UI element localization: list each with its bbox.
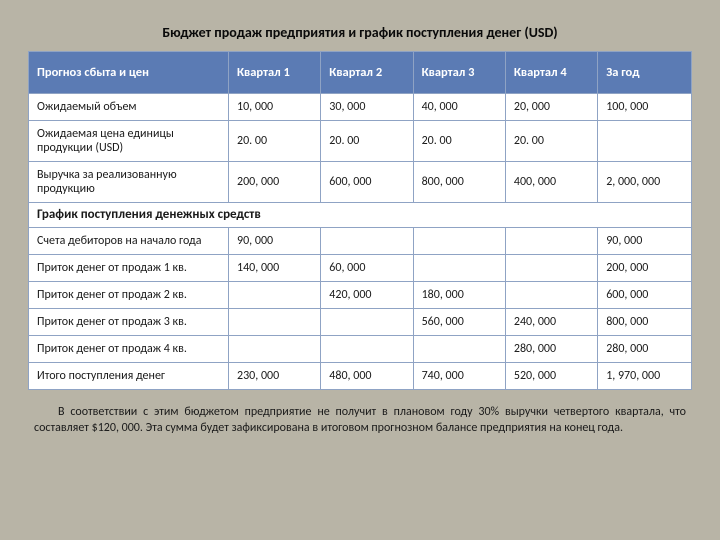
- cell: 400, 000: [505, 162, 597, 203]
- table-row: Приток денег от продаж 3 кв. 560, 000 24…: [29, 308, 692, 335]
- page-title: Бюджет продаж предприятия и график посту…: [28, 24, 692, 41]
- row-label: Приток денег от продаж 4 кв.: [29, 335, 229, 362]
- cell: 280, 000: [505, 335, 597, 362]
- cell: 420, 000: [321, 281, 413, 308]
- header-cell: Квартал 3: [413, 52, 505, 94]
- cell: 800, 000: [413, 162, 505, 203]
- footnote-text: В соответствии с этим бюджетом предприят…: [34, 404, 686, 436]
- cell: 280, 000: [598, 335, 692, 362]
- header-cell: Квартал 2: [321, 52, 413, 94]
- cell: 480, 000: [321, 362, 413, 389]
- cell: 20. 00: [505, 121, 597, 162]
- row-label: Выручка за реализованную продукцию: [29, 162, 229, 203]
- header-cell: Прогноз сбыта и цен: [29, 52, 229, 94]
- table-row: Ожидаемый объем 10, 000 30, 000 40, 000 …: [29, 94, 692, 121]
- cell: 40, 000: [413, 94, 505, 121]
- table-row: Приток денег от продаж 2 кв. 420, 000 18…: [29, 281, 692, 308]
- cell: 600, 000: [598, 281, 692, 308]
- table-row: Выручка за реализованную продукцию 200, …: [29, 162, 692, 203]
- section-title: График поступления денежных средств: [29, 203, 692, 228]
- cell: [505, 254, 597, 281]
- cell: 560, 000: [413, 308, 505, 335]
- cell: [505, 227, 597, 254]
- cell: 30, 000: [321, 94, 413, 121]
- cell: [229, 281, 321, 308]
- cell: 100, 000: [598, 94, 692, 121]
- cell: 20. 00: [321, 121, 413, 162]
- row-label: Итого поступления денег: [29, 362, 229, 389]
- cell: 10, 000: [229, 94, 321, 121]
- row-label: Ожидаемая цена единицы продукции (USD): [29, 121, 229, 162]
- cell: [321, 335, 413, 362]
- cell: 20, 000: [505, 94, 597, 121]
- cell: [413, 335, 505, 362]
- cell: [598, 121, 692, 162]
- row-label: Ожидаемый объем: [29, 94, 229, 121]
- cell: 230, 000: [229, 362, 321, 389]
- cell: [229, 308, 321, 335]
- cell: 20. 00: [229, 121, 321, 162]
- cell: 740, 000: [413, 362, 505, 389]
- row-label: Счета дебиторов на начало года: [29, 227, 229, 254]
- table-header: Прогноз сбыта и цен Квартал 1 Квартал 2 …: [29, 52, 692, 94]
- cell: 600, 000: [321, 162, 413, 203]
- cell: 200, 000: [229, 162, 321, 203]
- table1-body: Ожидаемый объем 10, 000 30, 000 40, 000 …: [29, 94, 692, 390]
- cell: 240, 000: [505, 308, 597, 335]
- header-cell: Квартал 4: [505, 52, 597, 94]
- cell: [321, 308, 413, 335]
- table-row: Ожидаемая цена единицы продукции (USD) 2…: [29, 121, 692, 162]
- cell: 90, 000: [229, 227, 321, 254]
- budget-table: Прогноз сбыта и цен Квартал 1 Квартал 2 …: [28, 51, 692, 390]
- cell: 200, 000: [598, 254, 692, 281]
- table-row: Приток денег от продаж 4 кв. 280, 000 28…: [29, 335, 692, 362]
- cell: [413, 227, 505, 254]
- cell: 520, 000: [505, 362, 597, 389]
- cell: [229, 335, 321, 362]
- table-row: Счета дебиторов на начало года 90, 000 9…: [29, 227, 692, 254]
- cell: 140, 000: [229, 254, 321, 281]
- table-row: Итого поступления денег 230, 000 480, 00…: [29, 362, 692, 389]
- cell: 180, 000: [413, 281, 505, 308]
- cell: [413, 254, 505, 281]
- row-label: Приток денег от продаж 1 кв.: [29, 254, 229, 281]
- cell: 60, 000: [321, 254, 413, 281]
- cell: 800, 000: [598, 308, 692, 335]
- table-row: Приток денег от продаж 1 кв. 140, 000 60…: [29, 254, 692, 281]
- row-label: Приток денег от продаж 3 кв.: [29, 308, 229, 335]
- cell: [321, 227, 413, 254]
- cell: 90, 000: [598, 227, 692, 254]
- header-cell: Квартал 1: [229, 52, 321, 94]
- section-header-row: График поступления денежных средств: [29, 203, 692, 228]
- cell: [505, 281, 597, 308]
- header-cell: За год: [598, 52, 692, 94]
- footnote: В соответствии с этим бюджетом предприят…: [28, 404, 692, 436]
- cell: 2, 000, 000: [598, 162, 692, 203]
- row-label: Приток денег от продаж 2 кв.: [29, 281, 229, 308]
- cell: 1, 970, 000: [598, 362, 692, 389]
- cell: 20. 00: [413, 121, 505, 162]
